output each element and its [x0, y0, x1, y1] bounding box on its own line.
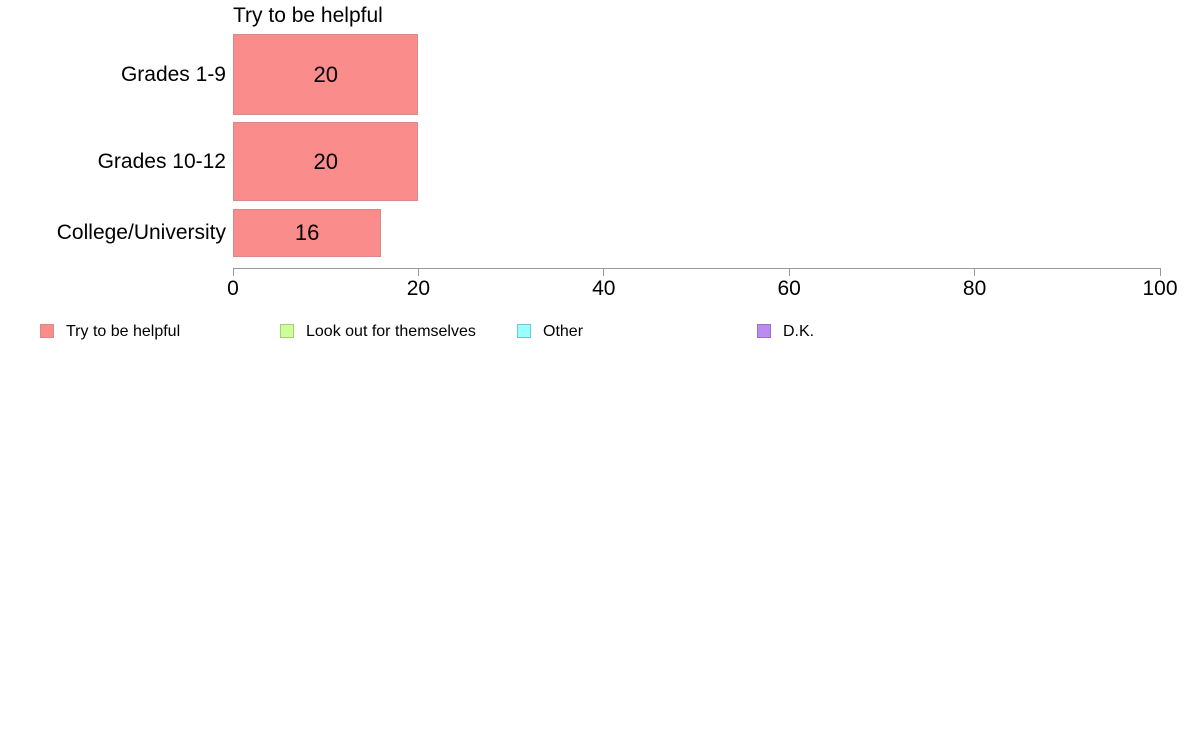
category-label: Grades 10-12 [97, 150, 226, 173]
legend-color-swatch [517, 324, 531, 338]
x-axis-tick [1159, 268, 1161, 276]
legend-color-swatch [280, 324, 294, 338]
x-axis-tick-label: 60 [777, 277, 801, 300]
x-axis-tick-label: 40 [592, 277, 616, 300]
bar-value-label: 20 [313, 149, 338, 174]
x-axis-tick [603, 268, 605, 276]
bar: 20 [233, 122, 419, 201]
bar: 20 [233, 34, 419, 115]
x-axis-tick-label: 20 [406, 277, 431, 300]
legend-item-label: D.K. [783, 323, 815, 340]
x-axis-tick-label: 100 [1142, 277, 1178, 300]
chart-title: Try to be helpful [233, 4, 383, 27]
x-axis-tick-label: 0 [227, 277, 239, 300]
x-axis-tick [232, 268, 234, 276]
category-label: Grades 1-9 [120, 63, 226, 86]
legend-color-swatch [40, 324, 54, 338]
x-axis-line [233, 268, 1160, 269]
x-axis-tick [788, 268, 790, 276]
x-axis-tick-label: 80 [962, 277, 987, 300]
legend-item-label: Look out for themselves [306, 323, 476, 340]
x-axis-tick [974, 268, 976, 276]
legend-color-swatch [757, 324, 771, 338]
bar: 16 [233, 209, 382, 257]
bar-value-label: 20 [313, 62, 338, 87]
bar-value-label: 16 [294, 220, 320, 245]
x-axis-tick [417, 268, 419, 276]
category-label: College/University [56, 221, 226, 244]
legend-item-label: Other [543, 323, 584, 340]
legend-item-label: Try to be helpful [66, 323, 181, 340]
